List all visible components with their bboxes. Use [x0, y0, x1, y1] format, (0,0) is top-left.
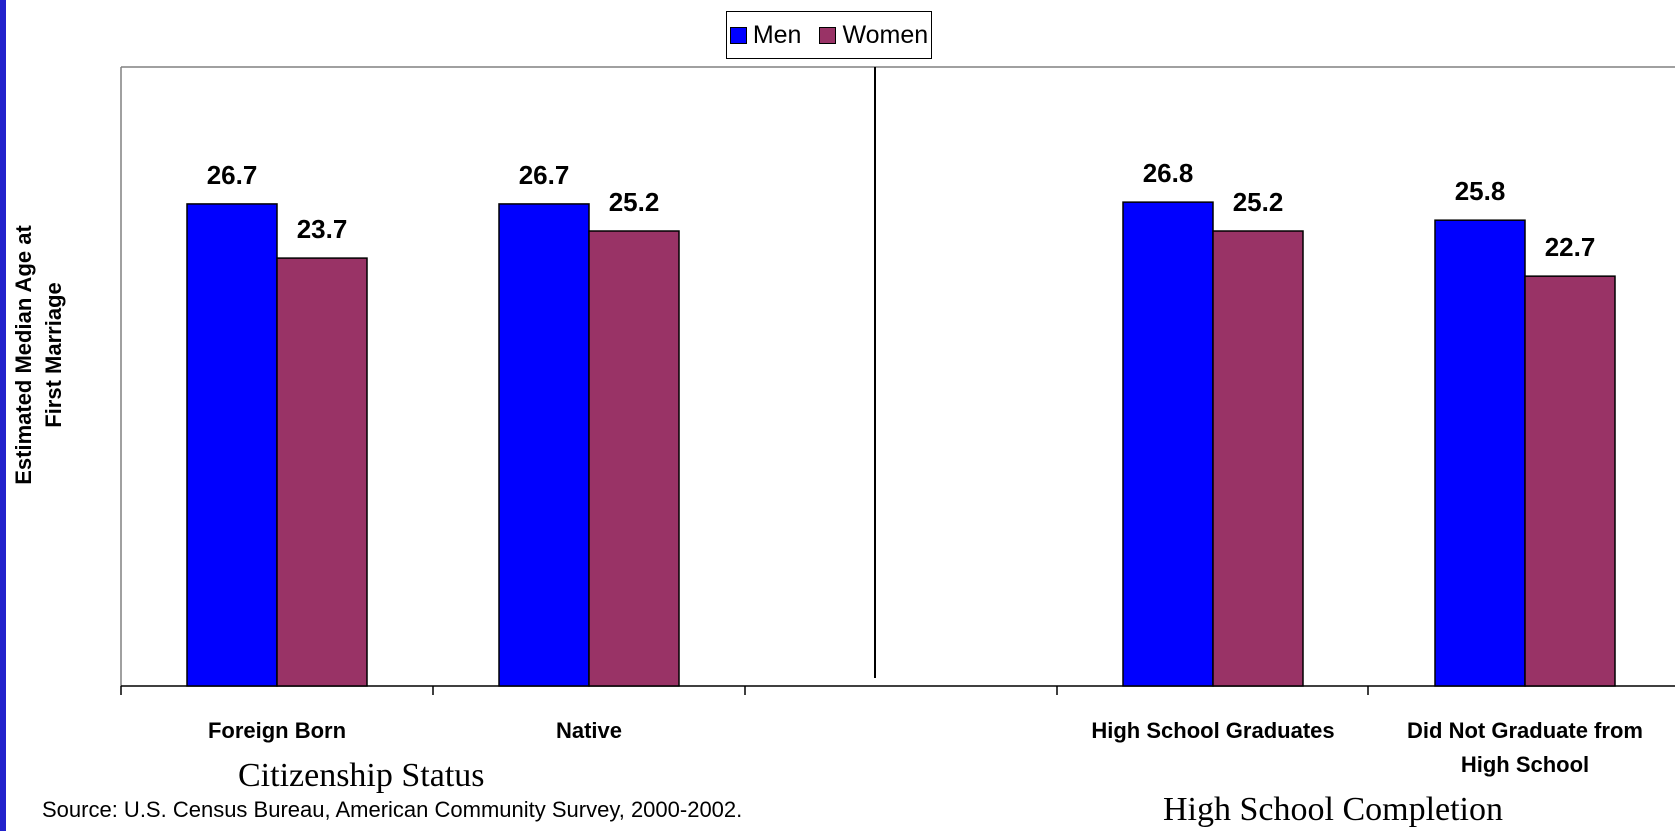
bar-women-1 — [276, 257, 368, 687]
x-tick-label: Did Not Graduate from — [1407, 718, 1643, 743]
x-tick-label: High School — [1461, 752, 1589, 777]
bar-women-2 — [588, 230, 680, 687]
legend-label-men: Men — [752, 20, 802, 49]
data-label-men-1: 26.7 — [207, 160, 258, 190]
x-tick-label: Foreign Born — [208, 718, 346, 743]
x-tick-label: High School Graduates — [1091, 718, 1334, 743]
data-label-women-1: 23.7 — [297, 214, 348, 244]
bar-women-3 — [1212, 230, 1304, 687]
data-label-women-3: 25.2 — [1233, 187, 1284, 217]
y-axis-label: First Marriage — [41, 282, 66, 428]
data-label-women-2: 25.2 — [609, 187, 660, 217]
bar-men-4 — [1434, 219, 1526, 687]
data-label-men-2: 26.7 — [519, 160, 570, 190]
legend-label-women: Women — [842, 20, 929, 49]
bar-men-2 — [498, 203, 590, 687]
legend-swatch-women — [819, 26, 837, 44]
data-label-men-4: 25.8 — [1455, 176, 1506, 206]
source-note: Source: U.S. Census Bureau, American Com… — [42, 797, 743, 822]
left-accent-strip — [0, 0, 6, 831]
legend-item-men: Men — [729, 20, 802, 50]
group-title-hs-completion: High School Completion — [1163, 791, 1503, 828]
legend-item-women: Women — [819, 21, 928, 50]
legend-swatch-men — [729, 26, 747, 44]
chart-legend: Men Women — [726, 11, 932, 59]
bar-men-1 — [186, 203, 278, 687]
bar-women-4 — [1524, 275, 1616, 687]
y-axis-label: Estimated Median Age at — [11, 225, 36, 485]
bar-men-3 — [1122, 201, 1214, 687]
group-title-citizenship: Citizenship Status — [238, 757, 485, 794]
x-tick-label: Native — [556, 718, 622, 743]
data-label-women-4: 22.7 — [1545, 232, 1596, 262]
data-label-men-3: 26.8 — [1143, 158, 1194, 188]
